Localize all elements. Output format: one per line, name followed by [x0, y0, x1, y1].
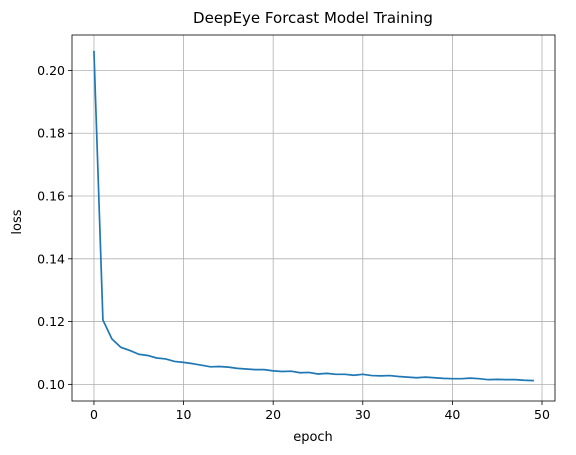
y-tick-label: 0.16 [37, 189, 65, 204]
x-axis-label: epoch [293, 430, 333, 445]
y-axis-label: loss [10, 209, 25, 234]
y-tick-label: 0.18 [37, 126, 65, 141]
x-tick-label: 0 [90, 407, 98, 422]
x-tick-label: 40 [444, 407, 460, 422]
x-tick-label: 20 [265, 407, 281, 422]
x-axis-ticks: 0 10 20 30 40 50 [90, 401, 550, 422]
y-tick-label: 0.20 [37, 63, 65, 78]
y-axis-ticks: 0.10 0.12 0.14 0.16 0.18 0.20 [37, 63, 72, 392]
loss-series-line [93, 50, 534, 382]
x-tick-label: 10 [176, 407, 192, 422]
x-tick-label: 50 [534, 407, 550, 422]
chart-title: DeepEye Forcast Model Training [193, 9, 433, 27]
y-tick-label: 0.10 [37, 377, 65, 392]
y-tick-label: 0.14 [37, 251, 65, 266]
x-tick-label: 30 [355, 407, 371, 422]
series-layer [93, 50, 534, 382]
plot-area-frame [71, 34, 556, 402]
grid [72, 35, 555, 401]
y-tick-label: 0.12 [37, 314, 65, 329]
